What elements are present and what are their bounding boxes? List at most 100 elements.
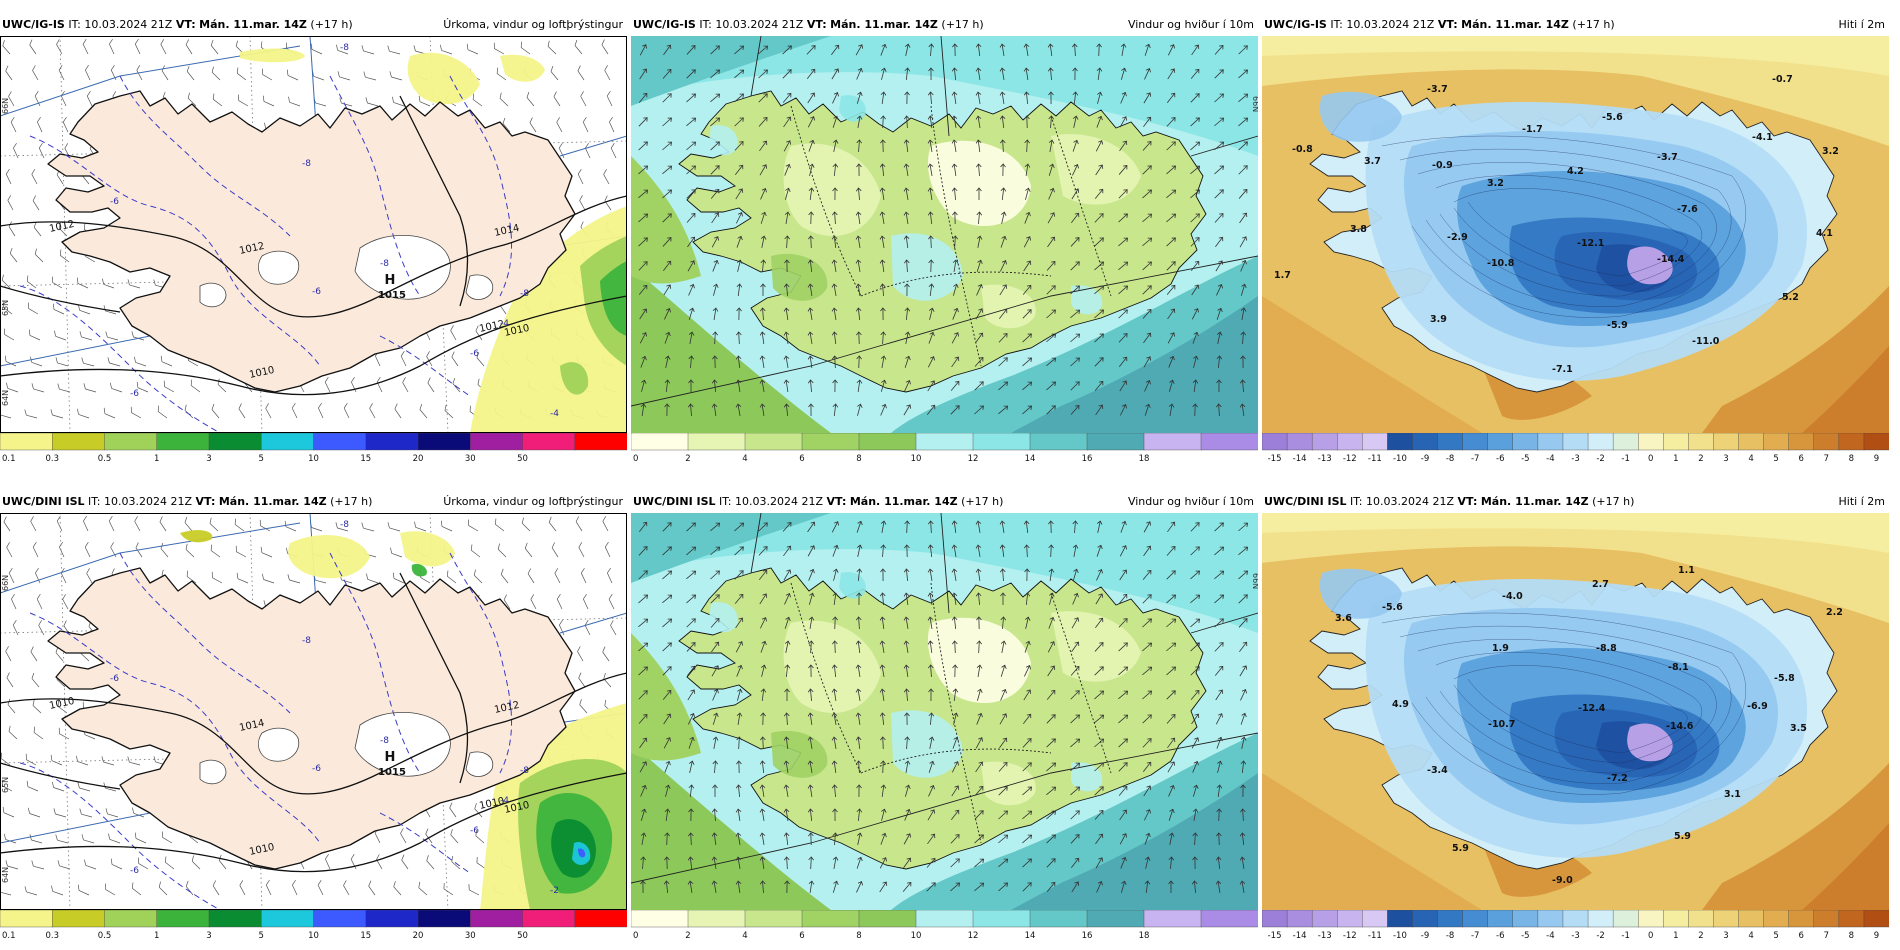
temperature-value-label: 3.2: [1822, 146, 1839, 157]
colorbar-tick-label: 0.5: [98, 931, 112, 941]
colorbar-swatch: [0, 433, 53, 451]
temperature-value-label: -10.7: [1488, 719, 1515, 730]
colorbar-swatch: [1387, 433, 1414, 451]
colorbar-swatch: [208, 910, 262, 928]
valid-time: Mán. 11.mar. 14Z: [849, 495, 958, 508]
temperature-legend: -15 -14 -13 -12 -11 -10 -9 -8 -7 -6 -5 -4 -3 -2 -1 0 1 2 3…: [1262, 910, 1889, 941]
colorbar-tick-label: 4: [1748, 931, 1753, 941]
temperature-value-label: 3.9: [1430, 314, 1447, 325]
valid-time-label: VT:: [1457, 495, 1478, 508]
colorbar-tick-label: -2: [1596, 454, 1604, 464]
glacier-cold-area: [1627, 723, 1673, 762]
colorbar-swatch: [1738, 910, 1765, 928]
colorbar-tick-label: 10: [308, 454, 319, 464]
wind-speed-legend: 0 2 4 6 8 10 12 14 16 18: [631, 910, 1258, 941]
pressure-label: 1012: [493, 700, 520, 716]
colorbar-swatch: [1286, 433, 1313, 451]
colorbar-tick-label: 50: [517, 931, 528, 941]
colorbar-tick-label: 10: [911, 931, 922, 941]
latitude-label: 66N: [1, 575, 10, 591]
colorbar-tick-label: -14: [1293, 454, 1307, 464]
colorbar-tick-label: 6: [1799, 454, 1804, 464]
colorbar-tick-label: 10: [911, 454, 922, 464]
init-time: 10.03.2024 21Z: [1366, 495, 1455, 508]
colorbar-swatch: [1487, 910, 1514, 928]
colorbar-swatch: [915, 433, 974, 451]
temperature-value-label: 3.5: [1790, 723, 1807, 734]
colorbar-swatch: [1813, 910, 1840, 928]
colorbar-swatch: [1587, 910, 1614, 928]
latitude-label: 65N: [1, 777, 10, 793]
temperature-value-label: 1.9: [1492, 643, 1509, 654]
panel-title: Hiti í 2m: [1838, 18, 1885, 31]
temperature-contour-label: -8: [302, 159, 311, 169]
colorbar-tick-label: 5: [259, 931, 264, 941]
colorbar-swatch: [858, 910, 917, 928]
precipitation-area: [407, 52, 480, 105]
iceland-coastline: [47, 567, 576, 870]
temperature-value-label: 5.2: [1782, 292, 1799, 303]
wind-speed-area: [927, 617, 1031, 703]
temperature-value-label: -10.8: [1487, 258, 1515, 269]
temperature-value-label: 3.8: [1350, 224, 1367, 235]
temp-map: 2.7 1.1 -4.0 3.6 -5.6 2.2 1.9 -8.8 -8.1 -5.8 4.9 -1…: [1262, 513, 1889, 910]
temperature-contour-label: -6: [110, 197, 119, 207]
colorbar-tick-label: -7: [1471, 454, 1479, 464]
temperature-value-label: -4.1: [1752, 132, 1773, 143]
panel-header-run-info: UWC/DINI ISL IT: 10.03.2024 21Z VT: Mán.…: [2, 491, 372, 513]
colorbar-tick-label: 0: [1648, 454, 1653, 464]
colorbar-tick-label: -3: [1571, 931, 1579, 941]
colorbar-tick-label: 6: [799, 931, 804, 941]
colorbar-tick-label: 20: [413, 454, 424, 464]
colorbar-swatch: [631, 910, 689, 928]
valid-time: Mán. 11.mar. 14Z: [1461, 18, 1569, 31]
colorbar-swatch: [1262, 433, 1288, 451]
colorbar-tick-label: 1: [154, 931, 159, 941]
temperature-value-label: -9.0: [1552, 875, 1573, 886]
colorbar-tick-label: 2: [1698, 454, 1703, 464]
model-name: UWC/IG-IS: [2, 18, 65, 31]
pressure-isobar: [0, 762, 121, 790]
model-name: UWC/DINI ISL: [633, 495, 716, 508]
wind-speed-area: [839, 572, 866, 599]
lead-time: (+17 h): [1572, 18, 1615, 31]
precip-colorbar: 0.1 0.3 0.5 1 3 5 10 15 20 30 50: [0, 910, 627, 946]
init-time: 10.03.2024 21Z: [84, 18, 173, 31]
valid-time-label: VT:: [806, 18, 827, 31]
temperature-contour-label: -2: [550, 886, 559, 896]
forecast-panel-temp-0: UWC/IG-IS IT: 10.03.2024 21Z VT: Mán. 11…: [1262, 14, 1889, 469]
colorbar-tick-label: 12: [968, 931, 979, 941]
colorbar-swatch: [1713, 910, 1740, 928]
colorbar-swatch: [1763, 910, 1790, 928]
init-time: 10.03.2024 21Z: [104, 495, 193, 508]
colorbar-swatch: [1612, 910, 1639, 928]
colorbar-swatch: [1286, 910, 1313, 928]
colorbar-tick-label: 18: [1139, 454, 1150, 464]
colorbar-tick-label: 7: [1824, 454, 1829, 464]
colorbar-swatch: [104, 433, 158, 451]
wind-colorbar: 0 2 4 6 8 10 12 14 16 18: [631, 433, 1258, 469]
colorbar-tick-label: 3: [1723, 931, 1728, 941]
colorbar-tick-label: 14: [1025, 454, 1036, 464]
latitude-label: 66N: [1251, 573, 1258, 589]
colorbar-tick-label: 4: [1748, 454, 1753, 464]
temperature-value-label: -0.7: [1772, 74, 1793, 85]
precipitation-area: [500, 54, 545, 82]
temperature-contour-label: -8: [380, 259, 389, 269]
temperature-dashed-contour: [379, 335, 471, 397]
latitude-label: 66N: [1, 98, 10, 114]
colorbar-swatch: [687, 910, 746, 928]
colorbar-tick-label: 12: [968, 454, 979, 464]
pressure-isobar: [0, 672, 627, 795]
colorbar-tick-label: 0.5: [98, 454, 112, 464]
forecast-panel-temp-1: UWC/DINI ISL IT: 10.03.2024 21Z VT: Mán.…: [1262, 491, 1889, 946]
precipitation-area: [288, 534, 370, 579]
lead-time: (+17 h): [941, 18, 984, 31]
colorbar-tick-label: 15: [360, 454, 371, 464]
colorbar-swatch: [1437, 433, 1464, 451]
temperature-contour-label: -6: [312, 287, 321, 297]
colorbar-tick-label: -4: [1546, 931, 1554, 941]
precipitation-area: [578, 848, 586, 858]
colorbar-tick-label: 30: [465, 931, 476, 941]
colorbar-tick-label: 15: [360, 931, 371, 941]
